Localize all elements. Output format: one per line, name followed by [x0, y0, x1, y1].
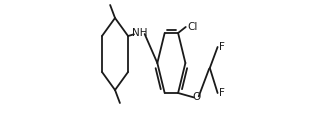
Text: O: O	[192, 92, 201, 102]
Text: F: F	[219, 42, 225, 52]
Text: F: F	[219, 88, 225, 98]
Text: NH: NH	[132, 28, 147, 38]
Text: Cl: Cl	[187, 22, 197, 32]
